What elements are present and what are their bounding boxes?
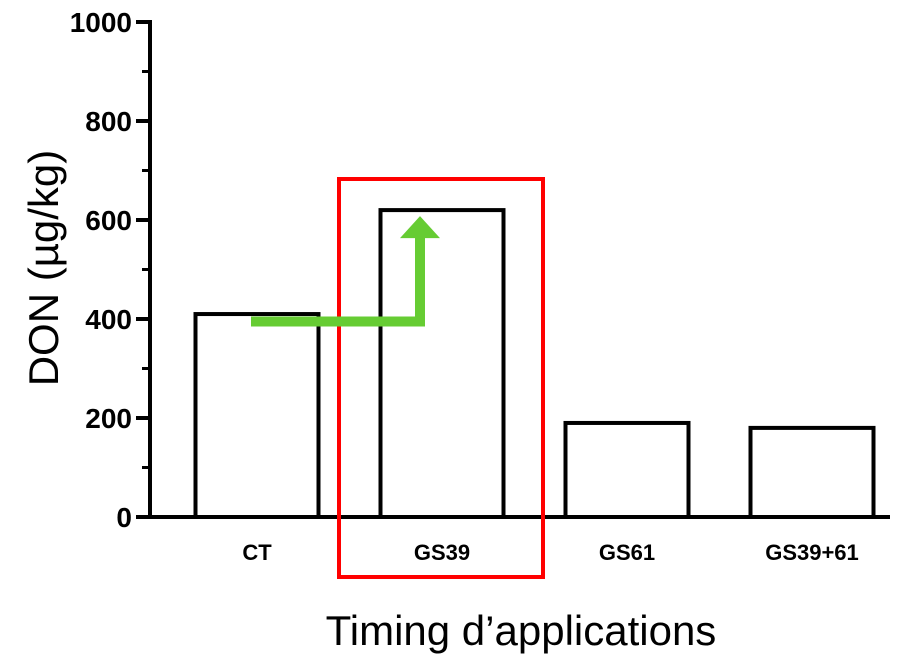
highlight-box [337, 177, 545, 579]
x-axis-title: Timing d’applications [326, 607, 717, 654]
y-axis-title: DON (µg/kg) [20, 150, 67, 387]
green-arrow-head [400, 216, 440, 239]
y-tick-label: 600 [85, 205, 132, 236]
y-tick-label: 400 [85, 304, 132, 335]
bar-gs61 [563, 420, 691, 520]
x-tick-label: GS39 [414, 540, 470, 565]
x-tick-label: GS61 [599, 540, 655, 565]
y-tick-label: 800 [85, 106, 132, 137]
y-axis: 0 200 400 600 800 1000 [70, 7, 890, 533]
annotations-layer [251, 177, 545, 579]
x-tick-label: GS39+61 [765, 540, 859, 565]
bar-gs39 [378, 208, 506, 519]
bars-layer [193, 208, 876, 520]
green-arrow-shaft [251, 236, 425, 327]
x-tick-label: CT [242, 540, 272, 565]
bar-gs39-61 [748, 425, 876, 519]
y-tick-label: 1000 [70, 7, 132, 38]
bar-ct [193, 312, 321, 519]
x-axis-category-labels: CT GS39 GS61 GS39+61 [242, 540, 858, 565]
y-tick-label: 0 [116, 502, 132, 533]
y-tick-label: 200 [85, 403, 132, 434]
